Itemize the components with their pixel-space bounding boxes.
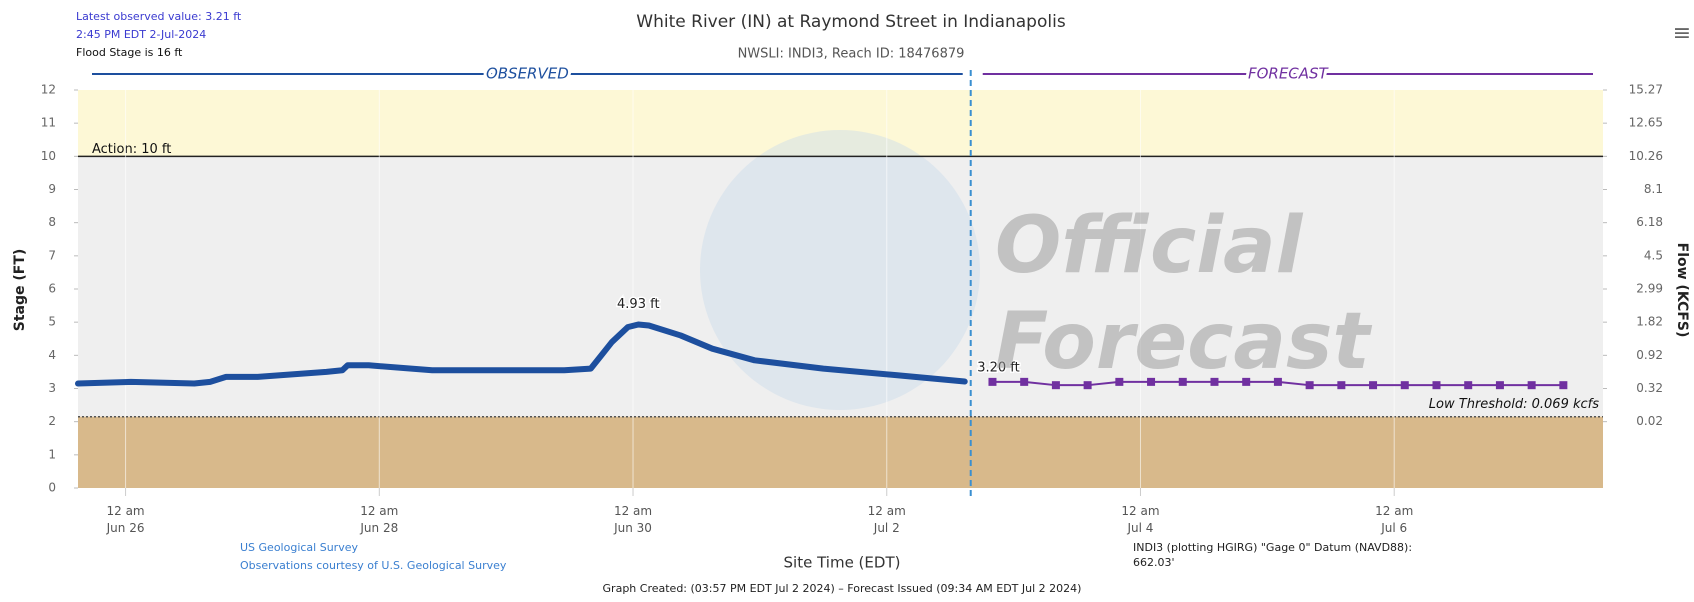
- forecast-point: [1337, 381, 1346, 390]
- value-label: 4.93 ft: [617, 297, 660, 312]
- plot-background: [78, 90, 1603, 488]
- forecast-point: [1051, 381, 1060, 390]
- y2-tick-label: 12.65: [1629, 116, 1663, 130]
- forecast-point: [1083, 381, 1092, 390]
- y2-tick-label: 1.82: [1636, 315, 1663, 329]
- y2-tick-label: 2.99: [1636, 282, 1663, 296]
- forecast-point: [1020, 377, 1029, 386]
- y-tick-label: 2: [48, 414, 56, 428]
- low-band: [78, 416, 1603, 488]
- forecast-point: [1432, 381, 1441, 390]
- y-tick-label: 5: [48, 315, 56, 329]
- action-band: [78, 90, 1603, 157]
- y2-tick-label: 10.26: [1629, 149, 1663, 163]
- y-tick-label: 4: [48, 348, 56, 362]
- section-label: OBSERVED: [486, 65, 569, 83]
- x-tick-label: 12 am Jul 2: [867, 504, 906, 535]
- forecast-point: [1147, 377, 1156, 386]
- watermark: Official Forecast: [995, 201, 1370, 387]
- x-tick-label: 12 am Jul 4: [1121, 504, 1160, 535]
- forecast-point: [1464, 381, 1473, 390]
- y-tick-label: 8: [48, 215, 56, 229]
- low-threshold-label: Low Threshold: 0.069 kcfs: [1429, 397, 1599, 412]
- forecast-point: [1527, 381, 1536, 390]
- x-tick-label: 12 am Jun 30: [613, 504, 653, 535]
- action-label: Action: 10 ft: [92, 142, 171, 157]
- y2-tick-label: 0.92: [1636, 348, 1663, 362]
- y-tick-label: 11: [41, 116, 56, 130]
- y-tick-label: 7: [48, 248, 56, 262]
- latest-time: 2:45 PM EDT 2-Jul-2024: [76, 28, 206, 41]
- y-tick-label: 10: [41, 149, 56, 163]
- forecast-point: [1305, 381, 1314, 390]
- y2-tick-label: 15.27: [1629, 83, 1663, 97]
- x-tick-label: 12 am Jun 26: [106, 504, 145, 535]
- y2-tick-label: 6.18: [1636, 215, 1663, 229]
- value-label: 3.20 ft: [977, 360, 1020, 375]
- y-tick-label: 1: [48, 447, 56, 461]
- forecast-point: [1273, 377, 1282, 386]
- latest-value: Latest observed value: 3.21 ft: [76, 10, 242, 23]
- x-axis-label: Site Time (EDT): [784, 554, 901, 572]
- y-tick-label: 9: [48, 182, 56, 196]
- observed-line: [75, 321, 968, 387]
- forecast-point: [1559, 381, 1568, 390]
- y2-axis-label: Flow (KCFS): [1674, 243, 1690, 338]
- forecast-point: [1369, 381, 1378, 390]
- x-tick-label: 12 am Jul 6: [1375, 504, 1414, 535]
- flood-stage: Flood Stage is 16 ft: [76, 46, 183, 59]
- courtesy-note: Observations courtesy of U.S. Geological…: [240, 559, 507, 572]
- y-axis-label: Stage (FT): [12, 249, 28, 332]
- y2-tick-label: 0.02: [1636, 414, 1663, 428]
- x-tick-label: 12 am Jun 28: [360, 504, 399, 535]
- chart-subtitle: NWSLI: INDI3, Reach ID: 18476879: [738, 47, 965, 62]
- y2-tick-label: 8.1: [1644, 182, 1663, 196]
- forecast-point: [1400, 381, 1409, 390]
- forecast-point: [1495, 381, 1504, 390]
- menu-button[interactable]: ≡: [1673, 21, 1691, 46]
- forecast-point: [988, 377, 997, 386]
- noaa-logo: [700, 130, 980, 410]
- y2-tick-label: 0.32: [1636, 381, 1663, 395]
- section-label: FORECAST: [1248, 65, 1330, 83]
- y-tick-label: 12: [41, 83, 56, 97]
- forecast-point: [1115, 377, 1124, 386]
- y-tick-label: 6: [48, 282, 56, 296]
- forecast-point: [1210, 377, 1219, 386]
- chart-title: White River (IN) at Raymond Street in In…: [636, 12, 1066, 32]
- y-tick-label: 0: [48, 481, 56, 495]
- y-tick-label: 3: [48, 381, 56, 395]
- forecast-point: [1178, 377, 1187, 386]
- usgs-link[interactable]: US Geological Survey: [240, 541, 358, 554]
- datum-note: INDI3 (plotting HGIRG) "Gage 0" Datum (N…: [1133, 541, 1413, 569]
- forecast-point: [1242, 377, 1251, 386]
- y2-tick-label: 4.5: [1644, 248, 1663, 262]
- graph-created: Graph Created: (03:57 PM EDT Jul 2 2024)…: [603, 582, 1082, 595]
